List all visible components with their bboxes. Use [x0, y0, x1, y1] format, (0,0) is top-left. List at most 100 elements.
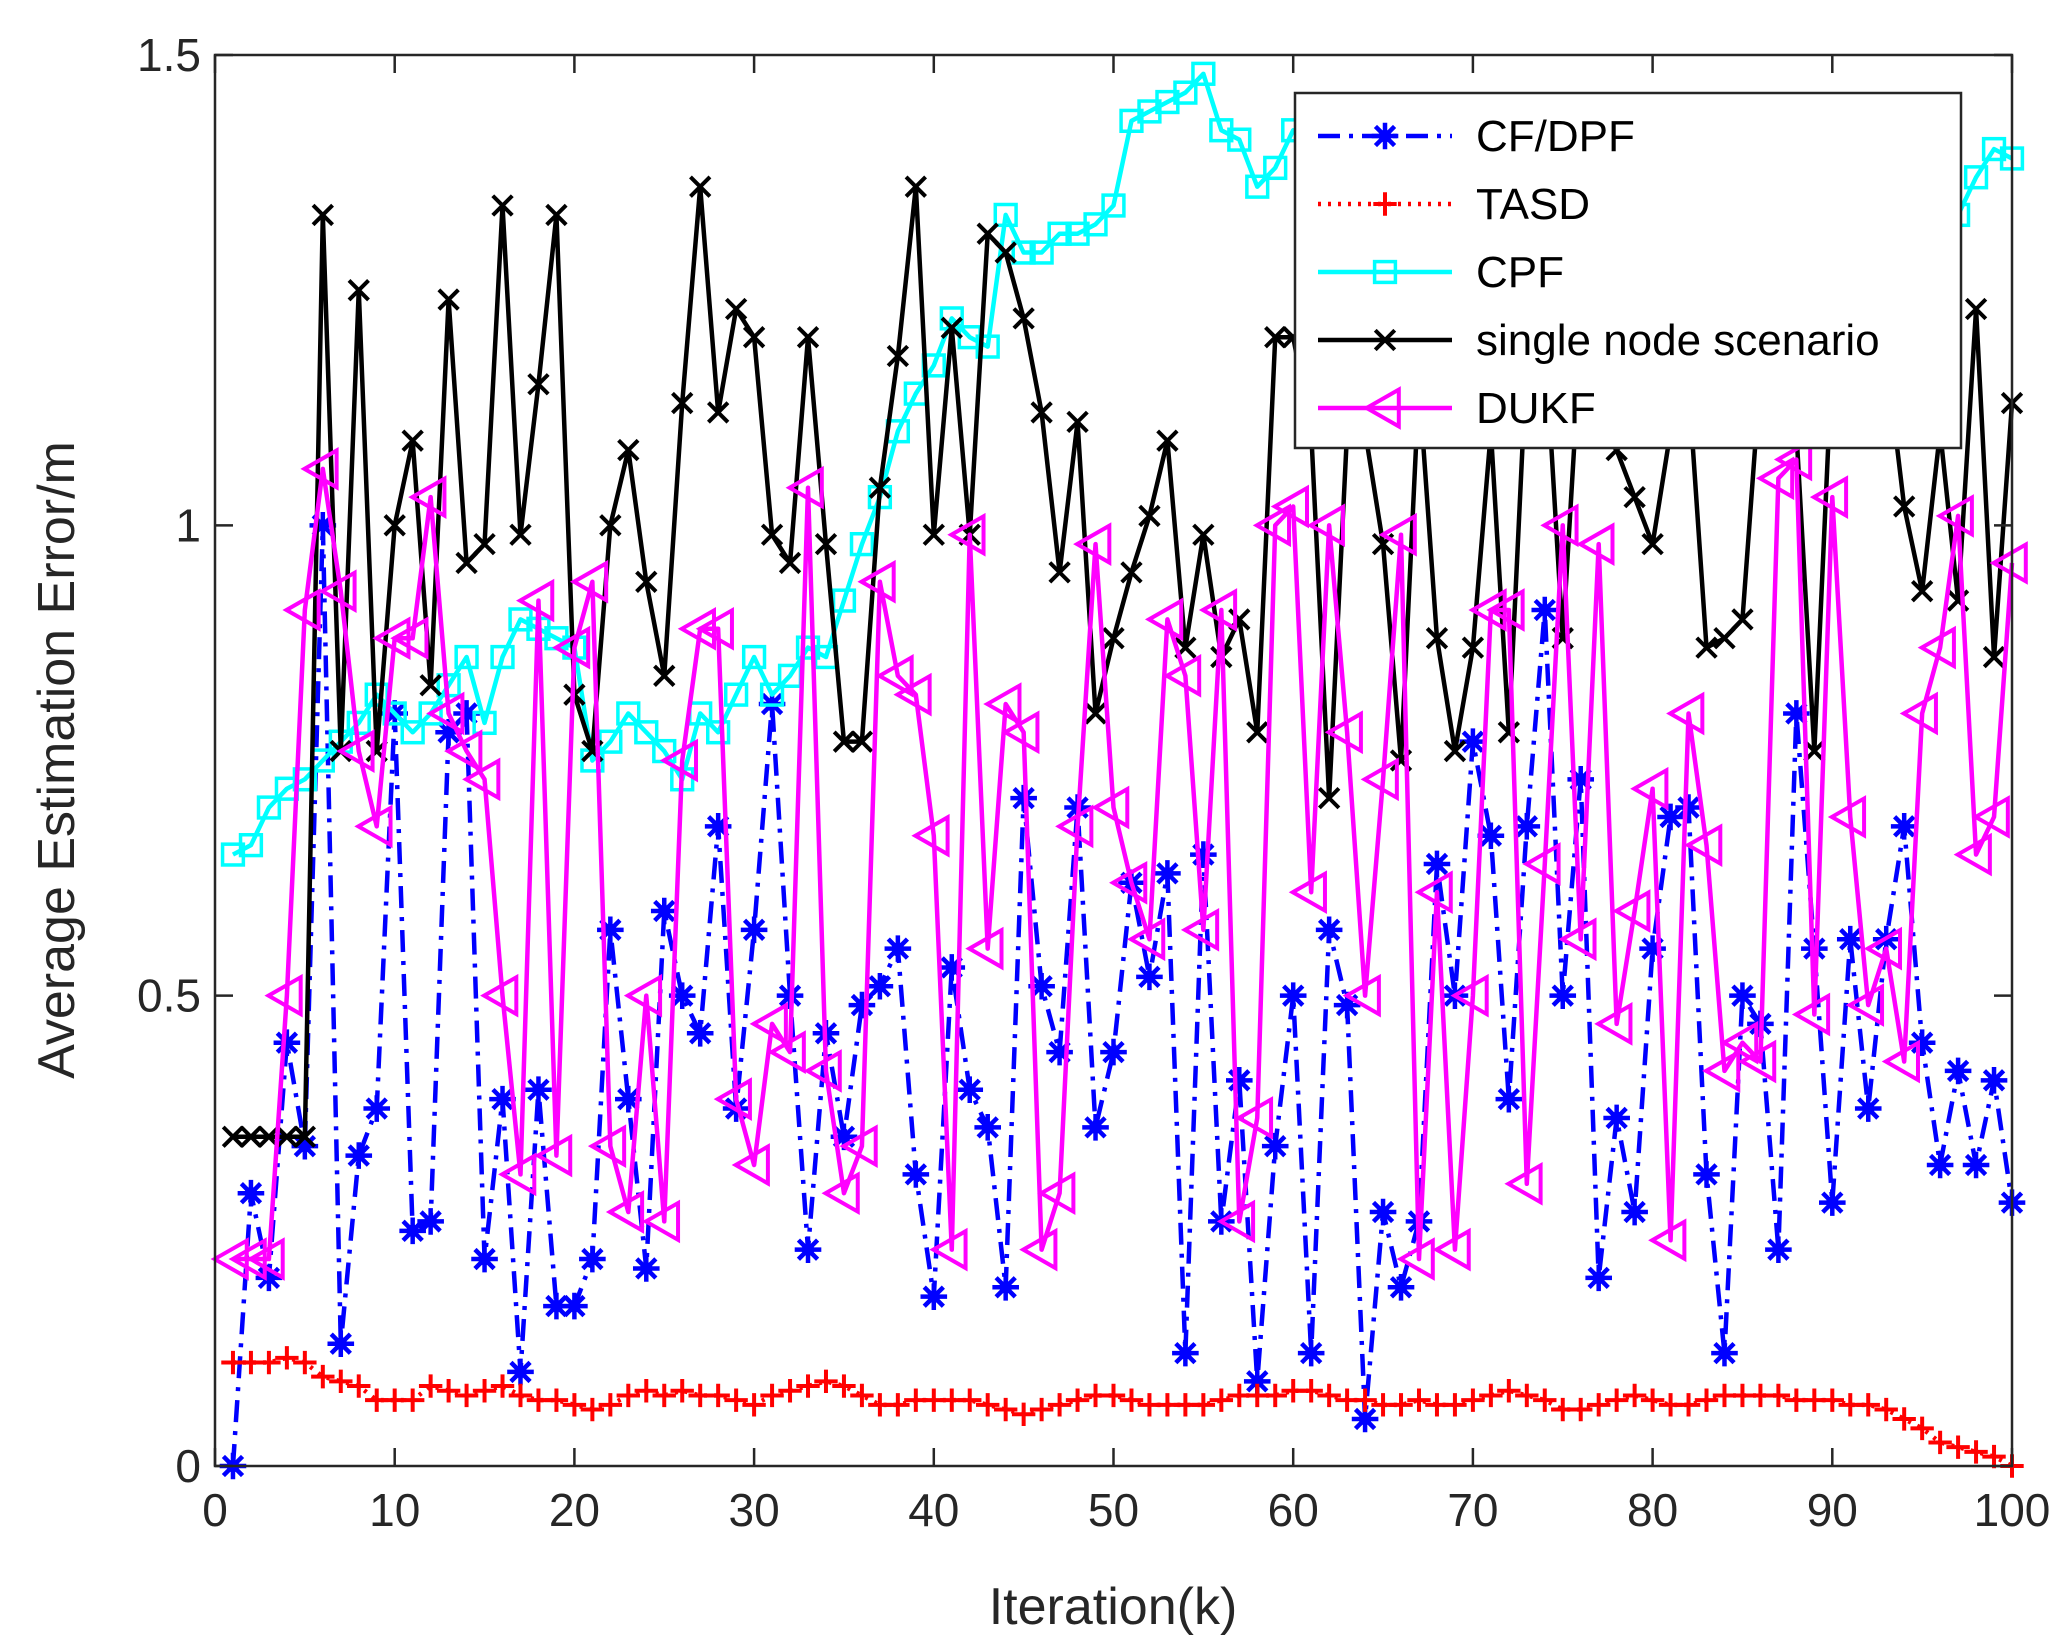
data-point — [293, 1350, 317, 1375]
data-point — [246, 1237, 285, 1281]
data-point — [1910, 1416, 1934, 1441]
data-point — [803, 1049, 842, 1093]
data-point — [1373, 192, 1397, 216]
data-point — [1227, 127, 1252, 152]
data-point — [1389, 1393, 1413, 1417]
data-point — [1119, 1388, 1144, 1412]
data-point — [760, 523, 784, 546]
data-point — [1333, 991, 1361, 1019]
data-point — [408, 475, 447, 519]
data-point — [1737, 1039, 1777, 1084]
y-tick-label: 0 — [175, 1440, 201, 1492]
data-point — [1369, 1198, 1397, 1226]
x-tick-label: 10 — [369, 1484, 420, 1536]
data-point — [1622, 1383, 1647, 1408]
data-point — [1640, 1388, 1665, 1412]
data-point — [767, 1030, 806, 1074]
data-point — [760, 1383, 784, 1408]
data-point — [635, 570, 658, 593]
data-point — [599, 514, 622, 537]
data-point — [1407, 1388, 1431, 1412]
data-point — [347, 1374, 371, 1398]
data-point — [545, 203, 568, 227]
data-point — [1396, 1237, 1435, 1281]
data-point — [1586, 1393, 1611, 1417]
data-point — [958, 1388, 982, 1412]
legend-label: CF/DPF — [1476, 112, 1635, 161]
data-point — [1648, 1218, 1687, 1263]
y-tick-label: 0.5 — [137, 970, 201, 1022]
data-point — [472, 1379, 497, 1403]
data-point — [1720, 1020, 1759, 1065]
data-point — [1055, 804, 1094, 849]
data-point — [561, 1292, 588, 1320]
data-point — [436, 1379, 461, 1403]
data-point — [1216, 1199, 1256, 1244]
data-point — [616, 1383, 641, 1408]
data-point — [1549, 982, 1577, 1009]
data-point — [264, 973, 303, 1018]
data-point — [1890, 813, 1918, 840]
data-point — [1279, 982, 1307, 1009]
data-point — [1190, 841, 1217, 868]
data-point — [634, 720, 659, 745]
data-point — [1711, 1339, 1738, 1367]
data-point — [1558, 917, 1597, 962]
data-point — [689, 175, 712, 198]
x-tick-label: 60 — [1268, 1484, 1319, 1536]
data-point — [1100, 1038, 1127, 1066]
data-point — [1854, 1095, 1882, 1122]
data-point — [1315, 916, 1343, 944]
data-point — [1766, 1383, 1791, 1408]
data-point — [1461, 636, 1485, 659]
data-point — [1065, 1388, 1090, 1412]
data-point — [893, 672, 932, 717]
data-point — [742, 326, 766, 349]
y-axis-title: Average Estimation Error/m — [28, 441, 86, 1079]
data-point — [382, 701, 407, 726]
data-point — [400, 720, 425, 745]
data-point — [1101, 193, 1126, 218]
data-point — [1892, 1407, 1916, 1431]
data-point — [992, 1273, 1019, 1301]
data-point — [228, 1237, 267, 1281]
data-point — [875, 653, 914, 698]
data-point — [1531, 596, 1559, 624]
data-point — [1209, 1388, 1234, 1412]
series-line — [232, 1355, 2014, 1468]
data-point — [473, 532, 496, 556]
data-point — [1019, 1227, 1058, 1272]
data-point — [653, 664, 676, 688]
data-point — [1306, 503, 1345, 548]
data-point — [1378, 512, 1417, 557]
data-point — [1809, 475, 1849, 519]
x-tick-label: 70 — [1447, 1484, 1498, 1536]
data-point — [1953, 832, 1992, 877]
data-point — [1450, 973, 1489, 1018]
data-point — [634, 1379, 658, 1403]
data-point — [1264, 326, 1287, 349]
data-point — [1047, 221, 1072, 246]
data-point — [605, 1190, 645, 1234]
data-point — [1594, 1002, 1633, 1046]
data-point — [1372, 259, 1398, 285]
data-point — [489, 1085, 516, 1113]
data-point — [1926, 1151, 1954, 1179]
data-point — [1443, 1393, 1467, 1417]
data-point — [1630, 766, 1669, 811]
data-point — [1755, 456, 1795, 501]
data-point — [1317, 786, 1341, 810]
data-point — [1856, 1393, 1880, 1417]
data-point — [462, 757, 501, 802]
data-point — [1245, 174, 1270, 199]
data-point — [976, 1393, 1000, 1417]
data-point — [1604, 1388, 1629, 1412]
x-tick-label: 0 — [202, 1484, 228, 1536]
data-point — [868, 476, 892, 499]
data-point — [1971, 795, 2010, 839]
data-point — [1989, 541, 2028, 585]
data-point — [587, 1124, 627, 1169]
legend-label: single node scenario — [1476, 316, 1880, 365]
data-point — [533, 1133, 573, 1178]
